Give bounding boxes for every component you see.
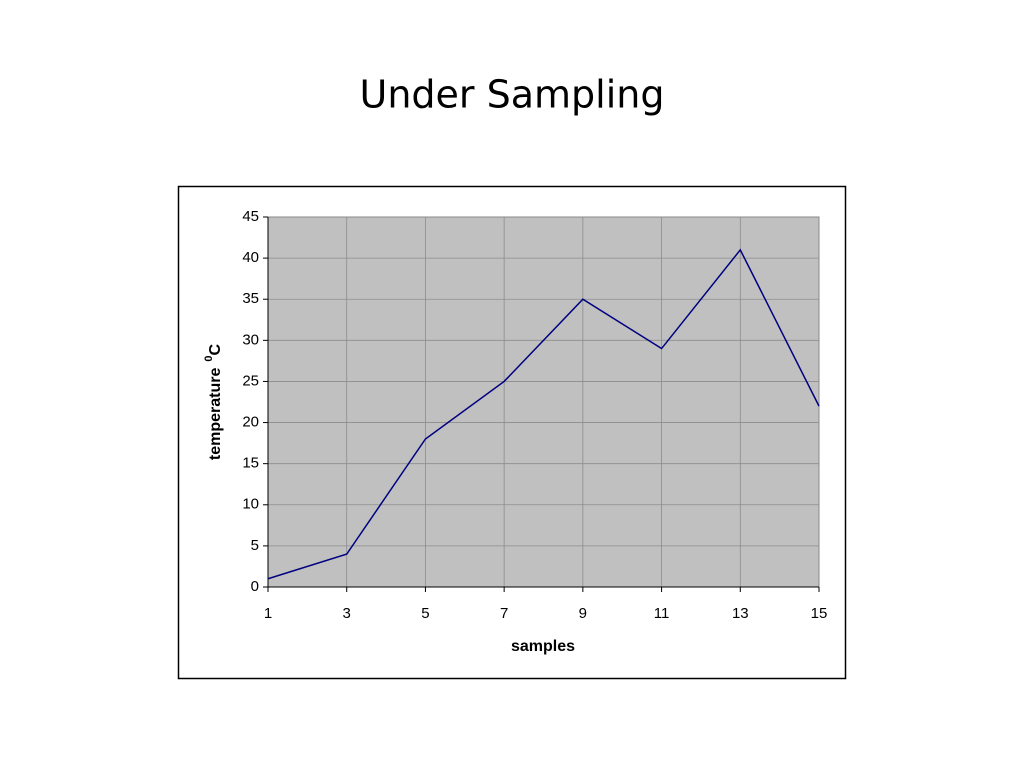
y-axis-title-unit: C [207,343,224,355]
x-axis-title: samples [511,638,575,655]
y-tick-label: 5 [251,537,259,554]
y-tick-label: 25 [242,372,259,389]
y-tick-label: 20 [242,414,259,431]
plot-area [267,216,820,588]
x-tick-label: 9 [579,605,587,622]
x-tick-label: 13 [732,605,749,622]
y-axis-title-sup: 0 [203,355,215,361]
data-line [267,248,820,580]
y-tick-label: 0 [251,578,259,595]
x-tick-label: 1 [264,605,272,622]
y-tick-label: 35 [242,290,259,307]
x-tick-label: 7 [500,605,508,622]
x-tick-label: 3 [343,605,351,622]
slide-title: Under Sampling [360,73,665,117]
y-tick-label: 45 [242,208,259,225]
x-tick-label: 11 [654,605,670,622]
x-tick-label: 5 [421,605,429,622]
y-tick-label: 40 [242,249,259,266]
y-axis-title-text: temperature [207,368,224,461]
y-tick-label: 30 [242,331,259,348]
y-tick-label: 10 [242,496,259,513]
y-axis-title: temperature 0C [203,343,224,460]
x-tick-label: 15 [811,605,828,622]
y-tick-label: 15 [242,455,259,472]
